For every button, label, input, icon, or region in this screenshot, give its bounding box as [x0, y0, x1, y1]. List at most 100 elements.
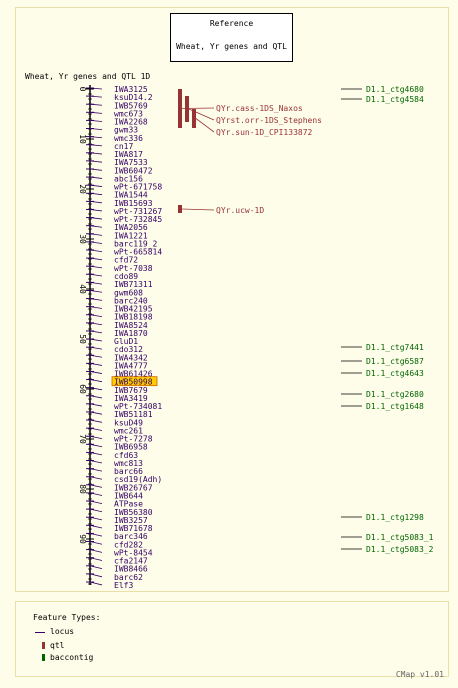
marker-label[interactable]: barc346 — [114, 532, 148, 541]
marker-label[interactable]: IWB18198 — [114, 313, 153, 322]
marker-label[interactable]: csd19(Adh) — [114, 475, 162, 484]
legend-locus: locus — [35, 627, 74, 636]
marker-label[interactable]: IWA3419 — [114, 394, 148, 403]
marker-label[interactable]: IWA1221 — [114, 231, 148, 240]
marker-label[interactable]: IWB42195 — [114, 305, 153, 314]
contig-label[interactable]: D1.1_ctg2680 — [366, 390, 424, 399]
marker-label[interactable]: IWB26767 — [114, 483, 153, 492]
scale-tick-label: 50 — [78, 334, 87, 344]
marker-label[interactable]: IWB3257 — [114, 516, 148, 525]
marker-label[interactable]: IWA817 — [114, 150, 143, 159]
contig-label[interactable]: D1.1_ctg5083_1 — [366, 533, 434, 542]
marker-label[interactable]: cfd282 — [114, 540, 143, 549]
marker-label[interactable]: barc119_2 — [114, 239, 158, 248]
genetic-map: Wheat, Yr genes and QTL 1D 0 10 20 30 40 50 60… — [25, 72, 434, 590]
marker-label[interactable]: wPt-7278 — [114, 435, 153, 444]
marker-label[interactable]: wPt-731267 — [114, 207, 162, 216]
qtl-bar[interactable] — [178, 205, 182, 213]
qtl-label[interactable]: QYr.ucw-1D — [216, 206, 264, 215]
marker-label[interactable]: ksuD49 — [114, 418, 143, 427]
qtl-connector — [195, 118, 215, 133]
qtl-label[interactable]: QYr.sun-1D_CPI133872 — [216, 128, 313, 137]
marker-label[interactable]: IWA1544 — [114, 191, 148, 200]
marker-label[interactable]: cn17 — [114, 142, 133, 151]
marker-label[interactable]: IWB71311 — [114, 280, 153, 289]
qtl-label[interactable]: QYrst.orr-1DS_Stephens — [216, 116, 322, 125]
marker-label[interactable]: IWA8524 — [114, 321, 148, 330]
qtl-bar[interactable] — [178, 89, 182, 128]
qtl-bar[interactable] — [192, 109, 196, 128]
qtl-bar[interactable] — [185, 96, 189, 122]
marker-label[interactable]: IWA1870 — [114, 329, 148, 338]
marker-label[interactable]: wmc813 — [114, 459, 143, 468]
contig-label[interactable]: D1.1_ctg4643 — [366, 369, 424, 378]
legend-baccontig: baccontig — [42, 653, 93, 662]
scale-tick-label: 0 — [78, 87, 87, 92]
marker-label[interactable]: cdo89 — [114, 272, 138, 281]
qtl-label[interactable]: QYr.cass-1DS_Naxos — [216, 104, 303, 113]
marker-label[interactable]: IWB644 — [114, 492, 143, 501]
marker-label[interactable]: IWA3125 — [114, 85, 148, 94]
qtl-connector — [181, 208, 215, 211]
marker-label[interactable]: abc156 — [114, 174, 143, 183]
marker-label[interactable]: wPt-8454 — [114, 548, 153, 557]
marker-label[interactable]: ksuD14.2 — [114, 93, 153, 102]
marker-label[interactable]: ATPase — [114, 500, 143, 509]
marker-label[interactable]: IWB15693 — [114, 199, 153, 208]
contig-label[interactable]: D1.1_ctg4584 — [366, 95, 424, 104]
marker-label[interactable]: gwm33 — [114, 126, 138, 135]
marker-label[interactable]: barc62 — [114, 573, 143, 582]
marker-label[interactable]: IWB7679 — [114, 386, 148, 395]
baccontig-swatch — [42, 654, 45, 661]
scale-tick-label: 40 — [78, 284, 87, 294]
marker-label[interactable]: cdo312 — [114, 345, 143, 354]
marker-label[interactable]: GluD1 — [114, 337, 138, 346]
marker-label[interactable]: barc66 — [114, 467, 143, 476]
marker-label[interactable]: wPt-7038 — [114, 264, 153, 273]
legend-baccontig-label: baccontig — [50, 653, 94, 662]
marker-label[interactable]: IWB60472 — [114, 166, 153, 175]
marker-label[interactable]: wPt-671758 — [114, 183, 162, 192]
marker-label[interactable]: cfd72 — [114, 256, 138, 265]
marker-label[interactable]: IWA4342 — [114, 353, 148, 362]
marker-label[interactable]: IWA4777 — [114, 361, 148, 370]
marker-label[interactable]: IWB51181 — [114, 410, 153, 419]
marker-label[interactable]: IWB8466 — [114, 565, 148, 574]
marker-label[interactable]: Elf3 — [114, 581, 133, 590]
map-panel-frame — [15, 7, 449, 592]
marker-label[interactable]: wPt-665814 — [114, 248, 162, 257]
marker-label[interactable]: IWB5769 — [114, 101, 148, 110]
legend-panel-frame — [15, 601, 449, 677]
contig-label[interactable]: D1.1_ctg6587 — [366, 357, 424, 366]
marker-label[interactable]: wPt-734081 — [114, 402, 162, 411]
marker-label[interactable]: IWB71678 — [114, 524, 153, 533]
marker-label[interactable]: IWA2056 — [114, 223, 148, 232]
marker-label[interactable]: IWA7533 — [114, 158, 148, 167]
map-title[interactable]: Wheat, Yr genes and QTL 1D — [25, 72, 150, 81]
scale-tick-label: 60 — [78, 384, 87, 394]
contig-label[interactable]: D1.1_ctg5083_2 — [366, 545, 434, 554]
legend-qtl-label: qtl — [50, 641, 65, 650]
marker-label[interactable]: IWB56380 — [114, 508, 153, 517]
marker-label[interactable]: IWB6958 — [114, 443, 148, 452]
marker-label[interactable]: cfd63 — [114, 451, 138, 460]
reference-map-set[interactable]: Wheat, Yr genes and QTL — [176, 42, 287, 51]
marker-label[interactable]: wmc673 — [114, 109, 143, 118]
marker-label[interactable]: wPt-732845 — [114, 215, 162, 224]
scale-tick-label: 90 — [78, 534, 87, 544]
marker-label[interactable]: cfa2147 — [114, 557, 148, 566]
marker-label[interactable]: wmc261 — [114, 426, 143, 435]
contig-label[interactable]: D1.1_ctg4680 — [366, 85, 424, 94]
contig-label[interactable]: D1.1_ctg7441 — [366, 343, 424, 352]
marker-label[interactable]: wmc336 — [114, 134, 143, 143]
marker-label[interactable]: IWB61426 — [114, 370, 153, 379]
contig-label[interactable]: D1.1_ctg1298 — [366, 513, 424, 522]
marker-label[interactable]: IWA2268 — [114, 118, 148, 127]
marker-label[interactable]: IWB50998 — [114, 378, 153, 387]
contig-label[interactable]: D1.1_ctg1648 — [366, 402, 424, 411]
reference-title: Reference — [209, 19, 254, 28]
reference-box: Reference Wheat, Yr genes and QTL — [170, 13, 293, 62]
marker-label[interactable]: barc240 — [114, 296, 148, 305]
scale-tick-label: 10 — [78, 134, 87, 144]
marker-label[interactable]: gwm608 — [114, 288, 143, 297]
